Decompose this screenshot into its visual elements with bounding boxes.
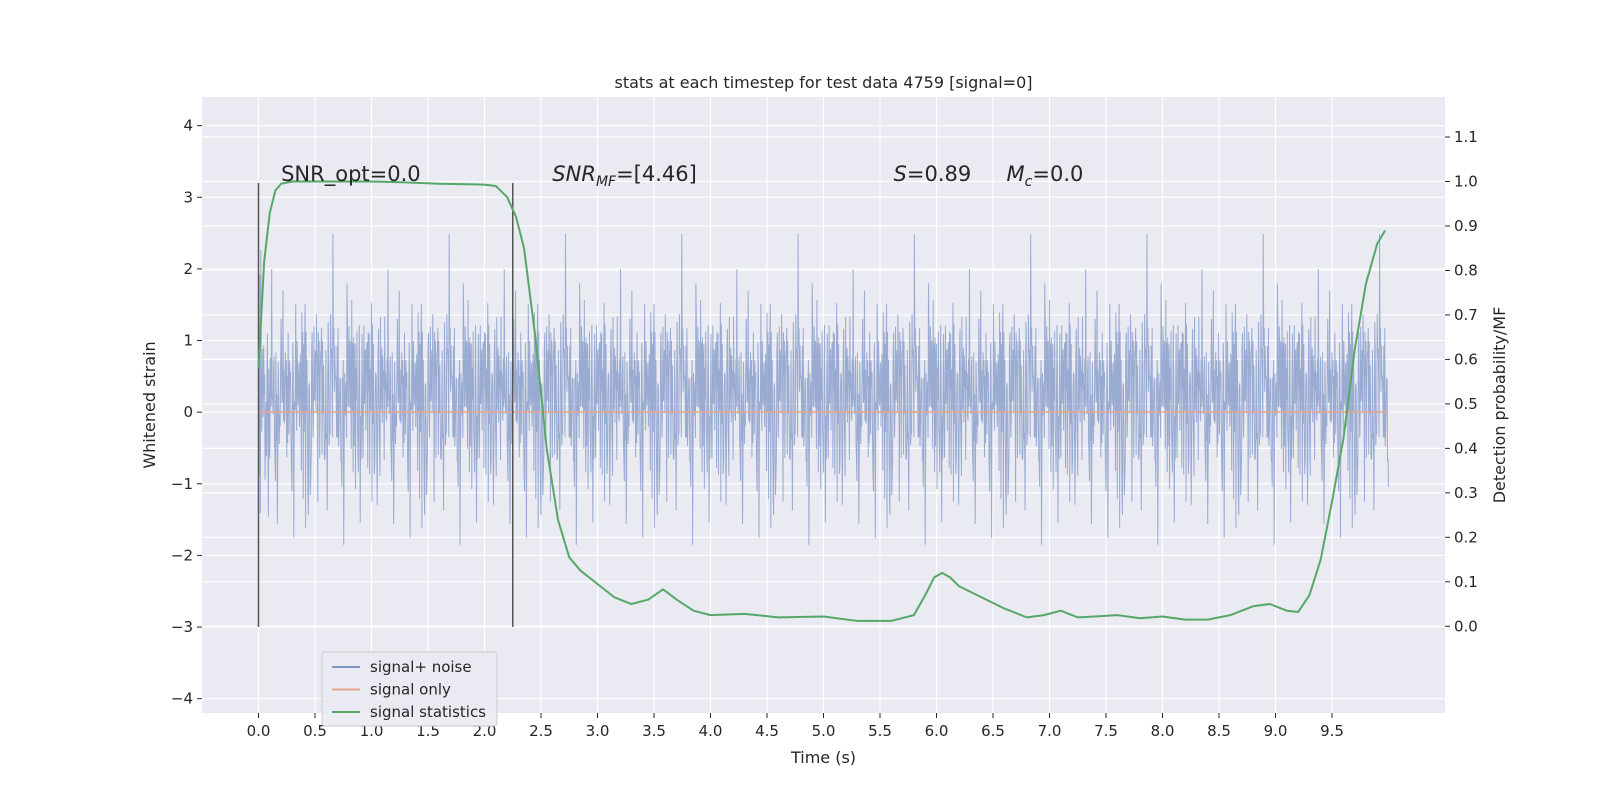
- y-left-tick-label-4: 0: [183, 403, 193, 421]
- y-left-axis-ticks: −4 −3 −2 −1 0 1 2 3 4: [171, 117, 202, 708]
- y-right-tick-label-9: 0.9: [1454, 217, 1478, 235]
- y-left-tick-label-3: −1: [171, 475, 193, 493]
- x-tick-label-17: 8.5: [1207, 722, 1231, 740]
- annotation-snr-mf-value: =[4.46]: [616, 162, 697, 186]
- legend: signal+ noise signal only signal statist…: [321, 651, 498, 727]
- x-tick-label-15: 7.5: [1094, 722, 1118, 740]
- annotation-snr-mf-sub: MF: [596, 174, 617, 190]
- y-left-axis-label: Whitened strain: [140, 341, 159, 468]
- y-right-axis-ticks: 0.0 0.1 0.2 0.3 0.4 0.5 0.6 0.7 0.8 0.9 1.0 1.1: [1445, 128, 1478, 635]
- x-tick-label-10: 5.0: [812, 722, 836, 740]
- y-right-tick-label-7: 0.7: [1454, 306, 1478, 324]
- annotation-mc: Mc=0.0: [1007, 162, 1084, 190]
- x-tick-label-9: 4.5: [755, 722, 779, 740]
- x-tick-label-1: 0.5: [303, 722, 327, 740]
- x-tick-label-13: 6.5: [981, 722, 1005, 740]
- x-tick-label-12: 6.0: [925, 722, 949, 740]
- x-tick-label-0: 0.0: [247, 722, 271, 740]
- legend-label-signal-noise: signal+ noise: [370, 658, 472, 676]
- signal-statistics-line: [257, 180, 1386, 622]
- vertical-markers: [257, 182, 514, 628]
- x-tick-label-16: 8.0: [1151, 722, 1175, 740]
- y-left-tick-label-2: −2: [171, 546, 193, 564]
- x-tick-label-19: 9.5: [1320, 722, 1344, 740]
- y-left-tick-label-8: 4: [183, 117, 193, 135]
- y-right-tick-label-10: 1.0: [1454, 173, 1478, 191]
- annotation-s-value: =0.89: [907, 162, 971, 186]
- y-right-tick-label-5: 0.5: [1454, 395, 1478, 413]
- x-tick-label-8: 4.0: [699, 722, 723, 740]
- x-tick-label-7: 3.5: [642, 722, 666, 740]
- annotation-snr-mf: SNRMF=[4.46]: [552, 162, 697, 190]
- y-right-tick-label-6: 0.6: [1454, 350, 1478, 368]
- x-tick-label-6: 3.0: [586, 722, 610, 740]
- legend-box: [321, 651, 498, 727]
- annotation-mc-sub: c: [1025, 174, 1033, 190]
- x-axis-label: Time (s): [790, 748, 856, 767]
- x-tick-label-18: 9.0: [1264, 722, 1288, 740]
- annotation-snr-mf-main: SNR: [552, 162, 596, 186]
- annotation-s: S=0.89: [894, 162, 972, 186]
- legend-label-signal-only: signal only: [370, 681, 451, 699]
- x-tick-label-5: 2.5: [529, 722, 553, 740]
- annotation-snr-opt: SNR_opt=0.0: [281, 162, 421, 187]
- y-right-tick-label-2: 0.2: [1454, 528, 1478, 546]
- y-right-tick-label-4: 0.4: [1454, 439, 1478, 457]
- annotation-mc-main: M: [1007, 162, 1025, 186]
- signal-statistics-series: [257, 180, 1386, 622]
- y-left-tick-label-5: 1: [183, 332, 193, 350]
- x-tick-label-11: 5.5: [868, 722, 892, 740]
- annotation-mc-value: =0.0: [1032, 162, 1083, 186]
- y-right-tick-label-11: 1.1: [1454, 128, 1478, 146]
- y-left-tick-label-0: −4: [171, 690, 193, 708]
- y-right-axis-label: Detection probability/MF: [1490, 307, 1509, 504]
- chart-title: stats at each timestep for test data 475…: [614, 73, 1032, 92]
- y-left-tick-label-6: 2: [183, 260, 193, 278]
- legend-label-signal-statistics: signal statistics: [370, 703, 486, 721]
- annotation-s-label: S: [894, 162, 907, 186]
- y-right-tick-label-8: 0.8: [1454, 261, 1478, 279]
- x-tick-label-14: 7.0: [1038, 722, 1062, 740]
- signal-noise-series: [258, 233, 1389, 545]
- signal-noise-line: [258, 233, 1389, 545]
- y-right-tick-label-3: 0.3: [1454, 484, 1478, 502]
- y-right-tick-label-1: 0.1: [1454, 573, 1478, 591]
- y-left-tick-label-1: −3: [171, 618, 193, 636]
- y-right-tick-label-0: 0.0: [1454, 617, 1478, 635]
- y-left-tick-label-7: 3: [183, 188, 193, 206]
